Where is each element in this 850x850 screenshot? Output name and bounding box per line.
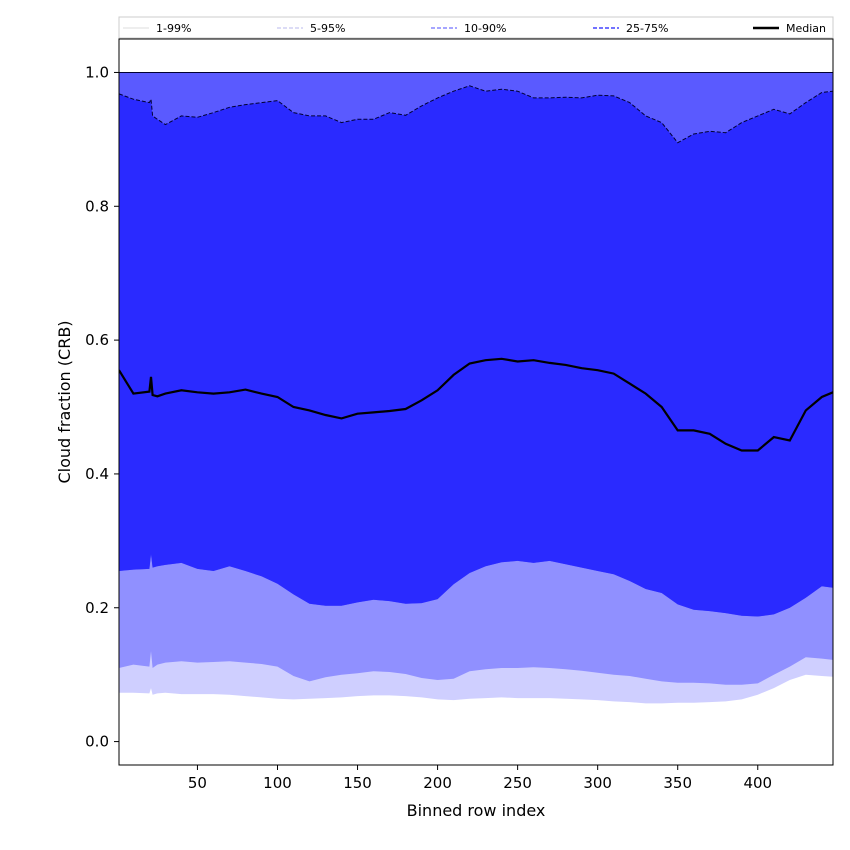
x-tick-label: 100	[263, 774, 292, 792]
legend-label: Median	[786, 22, 826, 35]
x-tick-label: 50	[188, 774, 207, 792]
band-interquartile-core	[119, 85, 833, 617]
band-upper-quartile-region	[119, 72, 833, 143]
legend-label: 10-90%	[464, 22, 506, 35]
x-tick-label: 350	[663, 774, 692, 792]
q75-line	[119, 85, 833, 144]
x-tick-label: 300	[583, 774, 612, 792]
y-tick-label: 0.4	[85, 465, 109, 483]
median-line	[119, 357, 833, 452]
y-tick-label: 0.0	[85, 733, 109, 751]
y-tick-label: 0.6	[85, 331, 109, 349]
y-tick-label: 0.8	[85, 197, 109, 215]
legend-box	[118, 16, 834, 39]
legend-label: 1-99%	[156, 22, 191, 35]
y-axis-title: Cloud fraction (CRB)	[55, 320, 74, 483]
legend-label: 5-95%	[310, 22, 345, 35]
legend-label: 25-75%	[626, 22, 668, 35]
y-tick-label: 1.0	[85, 63, 109, 81]
plot-content	[119, 72, 833, 732]
legend: 1-99% 5-95% 10-90% 25-75% Median	[118, 16, 834, 39]
x-tick-label: 250	[503, 774, 532, 792]
plot-area	[118, 38, 834, 766]
y-tick-label: 0.2	[85, 599, 109, 617]
x-tick-label: 200	[423, 774, 452, 792]
y-axis: 0.0 0.2 0.4 0.6 0.8 1.0	[85, 63, 119, 751]
x-axis-title: Binned row index	[407, 801, 546, 820]
x-tick-label: 400	[743, 774, 772, 792]
x-axis: 50 100 150 200 250 300 350 400	[188, 765, 772, 792]
x-tick-label: 150	[343, 774, 372, 792]
plot-frame	[118, 38, 834, 766]
